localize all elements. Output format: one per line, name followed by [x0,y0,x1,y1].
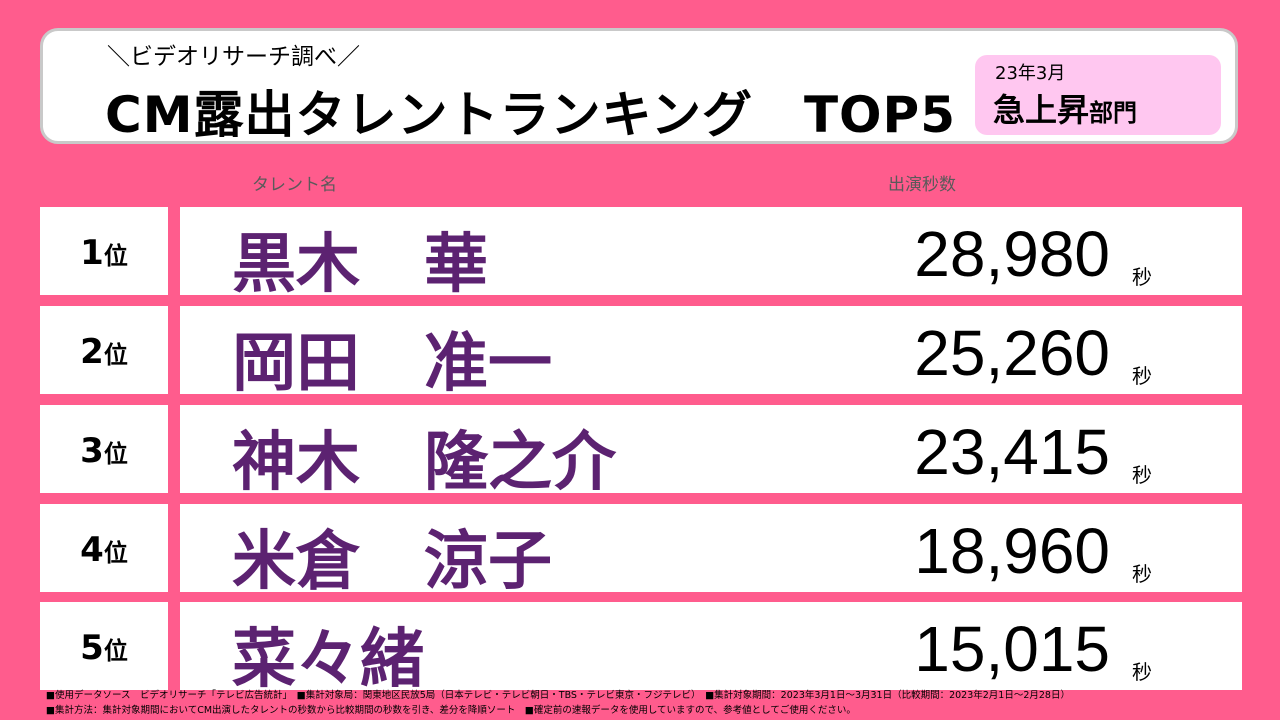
rank-cell: 1位 [40,207,168,295]
ranking-row: 5位 菜々緒 15,015 秒 [0,602,1280,697]
talent-cell: 菜々緒 15,015 秒 [180,602,1242,697]
column-header-name: タレント名 [252,175,337,195]
rank-suffix: 位 [103,440,128,468]
rank-number: 2 [80,332,104,372]
subtitle: ＼ビデオリサーチ調べ／ [107,44,360,70]
footer-line-1: ■使用データソース ビデオリサーチ「テレビ広告統計」 ■集計対象局：関東地区民放… [46,690,1070,701]
talent-name: 神木 隆之介 [232,426,616,500]
appearance-seconds: 28,980 [914,218,1110,290]
talent-cell: 岡田 准一 25,260 秒 [180,306,1242,401]
rank-cell: 5位 [40,602,168,690]
ranking-row: 3位 神木 隆之介 23,415 秒 [0,405,1280,500]
badge-label-main: 急上昇 [993,91,1090,129]
footer-line-2: ■集計方法：集計対象期間においてCM出演したタレントの秒数から比較期間の秒数を引… [46,705,856,716]
seconds-unit: 秒 [1132,562,1152,586]
rank-number: 5 [80,628,104,668]
talent-name: 米倉 涼子 [232,525,552,599]
category-badge: 23年3月 急上昇部門 [975,55,1221,135]
appearance-seconds: 23,415 [914,416,1110,488]
page-title: CM露出タレントランキング TOP5 [105,86,956,144]
rank-suffix: 位 [103,539,128,567]
badge-label-suffix: 部門 [1089,99,1138,127]
talent-name: 菜々緒 [232,623,424,697]
seconds-unit: 秒 [1132,660,1152,684]
appearance-seconds: 15,015 [914,613,1110,685]
seconds-unit: 秒 [1132,364,1152,388]
rank-label: 4位 [40,530,168,570]
talent-cell: 神木 隆之介 23,415 秒 [180,405,1242,500]
footer-notes: ■使用データソース ビデオリサーチ「テレビ広告統計」 ■集計対象局：関東地区民放… [46,688,1070,718]
talent-name: 岡田 准一 [232,327,552,401]
talent-cell: 黒木 華 28,980 秒 [180,207,1242,302]
rank-number: 1 [80,233,104,273]
rank-number: 3 [80,431,104,471]
appearance-seconds: 25,260 [914,317,1110,389]
column-header-seconds: 出演秒数 [888,175,956,195]
rank-suffix: 位 [103,341,128,369]
badge-date: 23年3月 [995,63,1066,84]
rank-suffix: 位 [103,637,128,665]
rank-label: 3位 [40,431,168,471]
rank-label: 2位 [40,332,168,372]
ranking-row: 4位 米倉 涼子 18,960 秒 [0,504,1280,599]
appearance-seconds: 18,960 [914,515,1110,587]
rank-label: 5位 [40,628,168,668]
seconds-unit: 秒 [1132,463,1152,487]
ranking-row: 1位 黒木 華 28,980 秒 [0,207,1280,302]
rank-label: 1位 [40,233,168,273]
rank-cell: 3位 [40,405,168,493]
seconds-unit: 秒 [1132,265,1152,289]
talent-name: 黒木 華 [232,228,488,302]
talent-cell: 米倉 涼子 18,960 秒 [180,504,1242,599]
ranking-row: 2位 岡田 准一 25,260 秒 [0,306,1280,401]
badge-label: 急上昇部門 [993,85,1137,131]
rank-number: 4 [80,530,104,570]
rank-cell: 4位 [40,504,168,592]
rank-cell: 2位 [40,306,168,394]
rank-suffix: 位 [103,242,128,270]
header-panel: ＼ビデオリサーチ調べ／ CM露出タレントランキング TOP5 23年3月 急上昇… [40,28,1238,144]
